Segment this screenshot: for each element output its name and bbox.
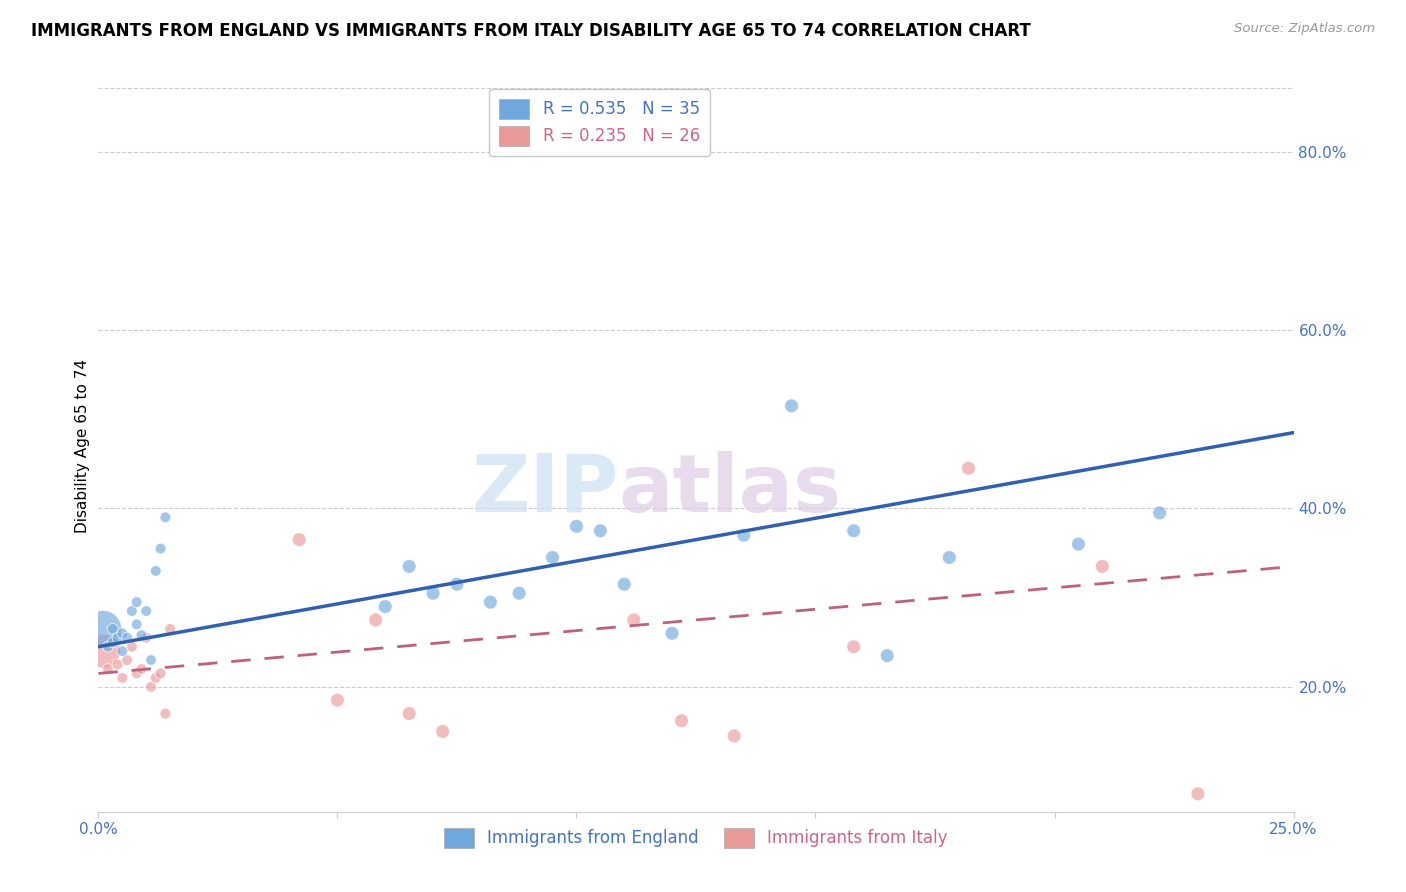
Point bbox=[115, 653, 138, 667]
Point bbox=[121, 640, 143, 654]
Point bbox=[149, 666, 172, 681]
Point bbox=[107, 657, 129, 672]
Point bbox=[97, 662, 120, 676]
Text: ZIP: ZIP bbox=[471, 450, 619, 529]
Point bbox=[91, 622, 114, 636]
Point bbox=[422, 586, 444, 600]
Point bbox=[733, 528, 755, 542]
Point bbox=[326, 693, 349, 707]
Y-axis label: Disability Age 65 to 74: Disability Age 65 to 74 bbox=[75, 359, 90, 533]
Point bbox=[155, 706, 177, 721]
Point bbox=[565, 519, 588, 533]
Point bbox=[1149, 506, 1171, 520]
Point bbox=[479, 595, 502, 609]
Point bbox=[149, 541, 172, 556]
Point bbox=[131, 662, 153, 676]
Point bbox=[1091, 559, 1114, 574]
Point bbox=[661, 626, 683, 640]
Point bbox=[1187, 787, 1209, 801]
Point bbox=[398, 706, 420, 721]
Point bbox=[1067, 537, 1090, 551]
Point bbox=[97, 640, 120, 654]
Text: atlas: atlas bbox=[619, 450, 841, 529]
Point bbox=[671, 714, 693, 728]
Point bbox=[145, 671, 167, 685]
Point bbox=[364, 613, 387, 627]
Point bbox=[101, 635, 124, 649]
Point bbox=[125, 595, 148, 609]
Point bbox=[135, 631, 157, 645]
Text: Source: ZipAtlas.com: Source: ZipAtlas.com bbox=[1234, 22, 1375, 36]
Point bbox=[780, 399, 803, 413]
Point bbox=[111, 626, 134, 640]
Point bbox=[107, 631, 129, 645]
Point bbox=[842, 524, 865, 538]
Point bbox=[508, 586, 530, 600]
Point bbox=[842, 640, 865, 654]
Point bbox=[125, 617, 148, 632]
Point bbox=[589, 524, 612, 538]
Point bbox=[623, 613, 645, 627]
Legend: Immigrants from England, Immigrants from Italy: Immigrants from England, Immigrants from… bbox=[437, 821, 955, 855]
Text: IMMIGRANTS FROM ENGLAND VS IMMIGRANTS FROM ITALY DISABILITY AGE 65 TO 74 CORRELA: IMMIGRANTS FROM ENGLAND VS IMMIGRANTS FR… bbox=[31, 22, 1031, 40]
Point bbox=[111, 671, 134, 685]
Point bbox=[121, 604, 143, 618]
Point bbox=[139, 680, 162, 694]
Point bbox=[398, 559, 420, 574]
Point bbox=[101, 622, 124, 636]
Point bbox=[115, 631, 138, 645]
Point bbox=[432, 724, 454, 739]
Point bbox=[446, 577, 468, 591]
Point bbox=[131, 628, 153, 642]
Point bbox=[957, 461, 980, 475]
Point bbox=[938, 550, 960, 565]
Point bbox=[613, 577, 636, 591]
Point bbox=[723, 729, 745, 743]
Point bbox=[125, 666, 148, 681]
Point bbox=[91, 644, 114, 658]
Point bbox=[111, 644, 134, 658]
Point bbox=[139, 653, 162, 667]
Point bbox=[374, 599, 396, 614]
Point bbox=[155, 510, 177, 524]
Point bbox=[145, 564, 167, 578]
Point bbox=[876, 648, 898, 663]
Point bbox=[541, 550, 564, 565]
Point bbox=[288, 533, 311, 547]
Point bbox=[135, 604, 157, 618]
Point bbox=[159, 622, 181, 636]
